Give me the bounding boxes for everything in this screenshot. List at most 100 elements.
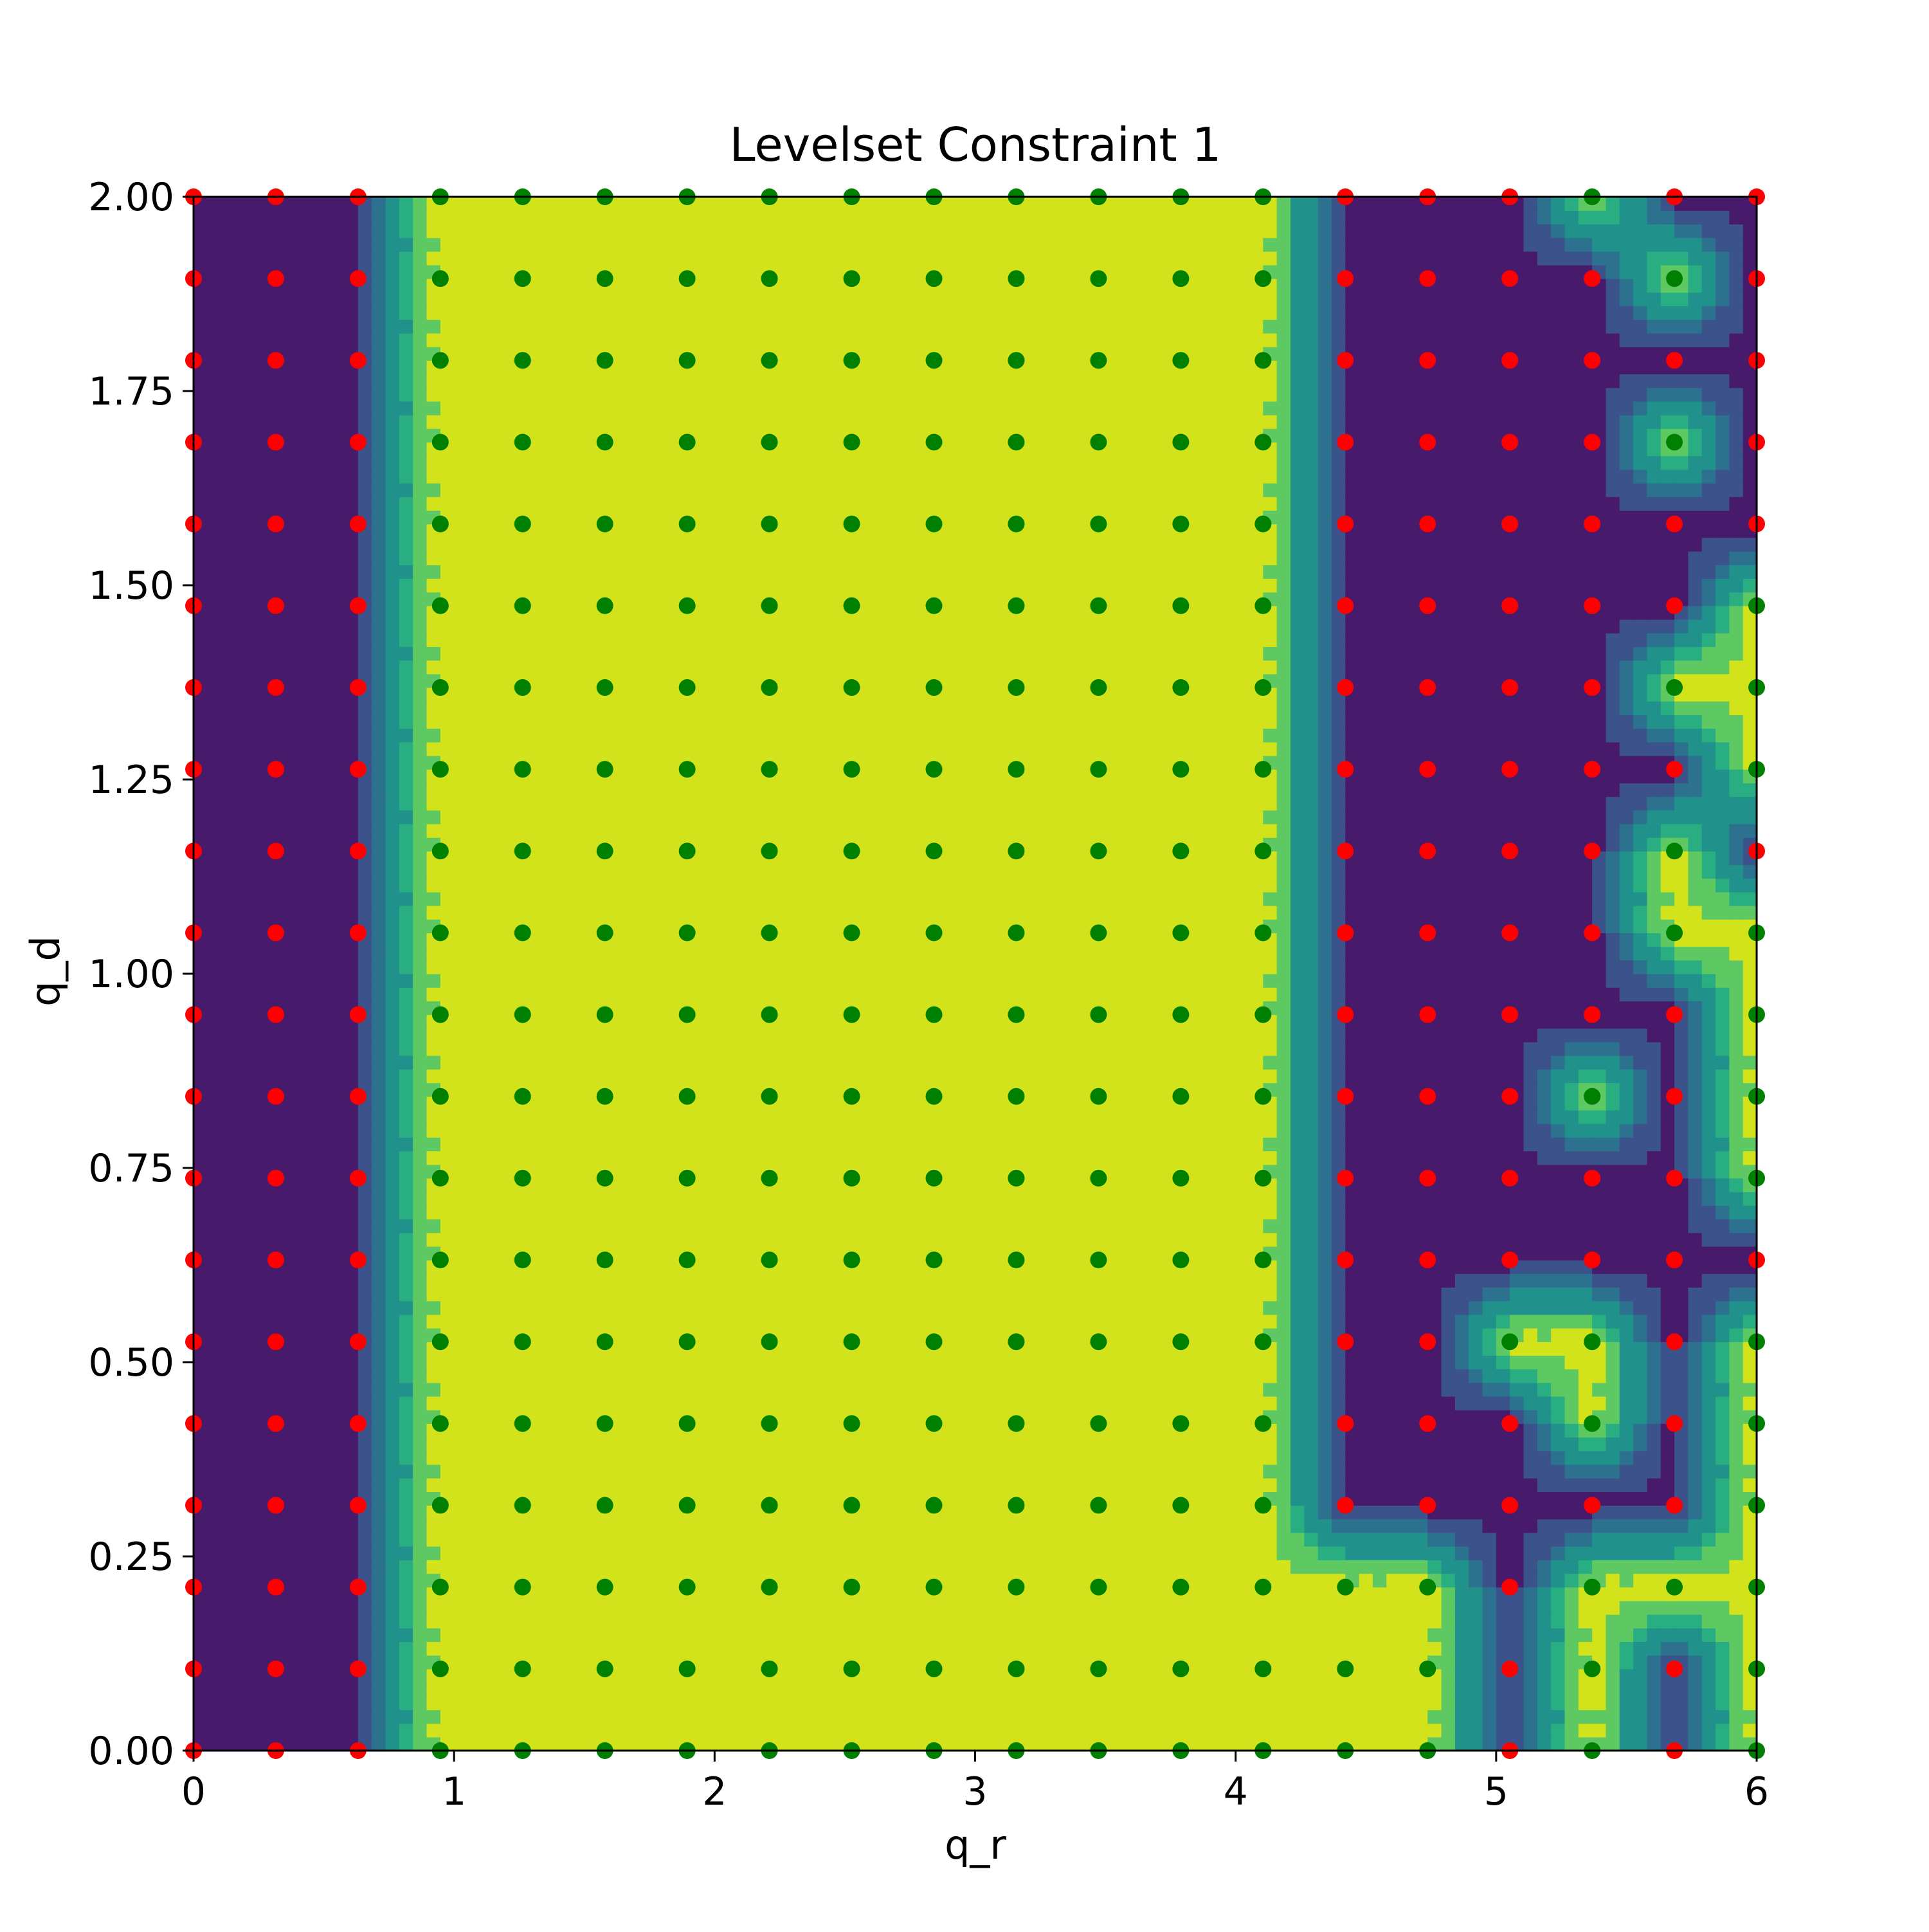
heatmap-cell — [1345, 1192, 1360, 1206]
heatmap-cell — [1523, 1260, 1538, 1274]
heatmap-cell — [1454, 1655, 1469, 1670]
heatmap-cell — [1743, 1709, 1757, 1724]
heatmap-cell — [1318, 1641, 1332, 1656]
heatmap-cell — [1454, 1573, 1469, 1588]
heatmap-cell — [619, 1573, 633, 1588]
heatmap-cell — [1606, 1532, 1620, 1547]
heatmap-cell — [536, 1124, 551, 1138]
heatmap-cell — [577, 1246, 592, 1261]
heatmap-cell — [1263, 1369, 1278, 1383]
heatmap-cell — [1071, 1464, 1085, 1479]
heatmap-cell — [1578, 1464, 1593, 1479]
heatmap-cell — [481, 1655, 496, 1670]
heatmap-cell — [1701, 1682, 1716, 1697]
heatmap-cell — [646, 1682, 660, 1697]
heatmap-cell — [1345, 1205, 1360, 1220]
heatmap-cell — [1126, 1491, 1140, 1506]
heatmap-cell — [1441, 1287, 1456, 1302]
heatmap-cell — [1235, 1369, 1250, 1383]
heatmap-cell — [563, 1614, 578, 1628]
heatmap-cell — [1592, 1696, 1607, 1711]
heatmap-cell — [783, 1532, 797, 1547]
heatmap-cell — [1044, 1300, 1058, 1315]
heatmap-cell — [756, 1314, 770, 1329]
heatmap-cell — [1523, 1246, 1538, 1261]
heatmap-cell — [399, 1260, 413, 1274]
heatmap-cell — [1386, 1600, 1401, 1615]
heatmap-cell — [289, 1546, 304, 1560]
heatmap-cell — [1331, 1437, 1346, 1452]
heatmap-cell — [1633, 1668, 1647, 1683]
heatmap-cell — [1194, 1450, 1209, 1465]
heatmap-cell — [756, 1614, 770, 1628]
heatmap-cell — [577, 1560, 592, 1574]
heatmap-cell — [454, 1723, 469, 1738]
heatmap-cell — [1592, 1478, 1607, 1492]
heatmap-cell — [275, 1369, 290, 1383]
heatmap-cell — [221, 1668, 235, 1683]
heatmap-cell — [1235, 1287, 1250, 1302]
heatmap-cell — [619, 1151, 633, 1165]
heatmap-cell — [1729, 1232, 1744, 1247]
heatmap-cell — [481, 1192, 496, 1206]
heatmap-cell — [1331, 1641, 1346, 1656]
heatmap-cell — [454, 1518, 469, 1533]
heatmap-cell — [947, 1736, 962, 1751]
heatmap-cell — [481, 1396, 496, 1410]
heatmap-cell — [1647, 1464, 1662, 1479]
heatmap-cell — [1085, 1723, 1100, 1738]
heatmap-cell — [1057, 1396, 1072, 1410]
heatmap-cell — [1743, 1682, 1757, 1697]
heatmap-cell — [769, 1287, 784, 1302]
heatmap-cell — [810, 1709, 825, 1724]
heatmap-cell — [824, 1328, 838, 1342]
heatmap-cell — [1057, 1736, 1072, 1751]
heatmap-cell — [865, 1437, 880, 1452]
heatmap-cell — [399, 1600, 413, 1615]
heatmap-cell — [275, 1109, 290, 1124]
heatmap-cell — [632, 1273, 647, 1288]
heatmap-cell — [316, 1600, 331, 1615]
heatmap-cell — [879, 1600, 894, 1615]
heatmap-cell — [1276, 1655, 1291, 1670]
heatmap-cell — [275, 1628, 290, 1643]
heatmap-cell — [536, 1396, 551, 1410]
heatmap-cell — [851, 1464, 866, 1479]
heatmap-cell — [1085, 1682, 1100, 1697]
heatmap-cell — [632, 1723, 647, 1738]
heatmap-cell — [509, 1628, 523, 1643]
heatmap-cell — [316, 1137, 331, 1152]
heatmap-cell — [1469, 1314, 1483, 1329]
heatmap-cell — [234, 1478, 249, 1492]
heatmap-cell — [701, 1232, 715, 1247]
heatmap-cell — [536, 1137, 551, 1152]
heatmap-cell — [906, 1328, 921, 1342]
heatmap-cell — [619, 1342, 633, 1356]
heatmap-cell — [495, 1151, 510, 1165]
heatmap-cell — [975, 1518, 990, 1533]
heatmap-cell — [687, 1287, 702, 1302]
heatmap-cell — [660, 1260, 674, 1274]
heatmap-cell — [316, 1518, 331, 1533]
heatmap-cell — [344, 1478, 359, 1492]
heatmap-cell — [289, 1696, 304, 1711]
heatmap-cell — [358, 1192, 372, 1206]
heatmap-cell — [1249, 1314, 1263, 1329]
heatmap-cell — [1112, 1491, 1127, 1506]
heatmap-cell — [385, 1736, 400, 1751]
heatmap-cell — [728, 1587, 743, 1601]
heatmap-cell — [975, 1587, 990, 1601]
heatmap-cell — [207, 1655, 222, 1670]
heatmap-cell — [619, 1682, 633, 1697]
heatmap-cell — [1181, 1600, 1195, 1615]
heatmap-cell — [1194, 1682, 1209, 1697]
heatmap-cell — [1085, 1628, 1100, 1643]
heatmap-cell — [303, 1300, 318, 1315]
heatmap-cell — [1194, 1464, 1209, 1479]
heatmap-cell — [1372, 1587, 1387, 1601]
heatmap-cell — [221, 1478, 235, 1492]
heatmap-cell — [934, 1232, 948, 1247]
heatmap-cell — [1674, 1532, 1689, 1547]
heatmap-cell — [1222, 1423, 1236, 1438]
heatmap-cell — [1551, 1491, 1566, 1506]
